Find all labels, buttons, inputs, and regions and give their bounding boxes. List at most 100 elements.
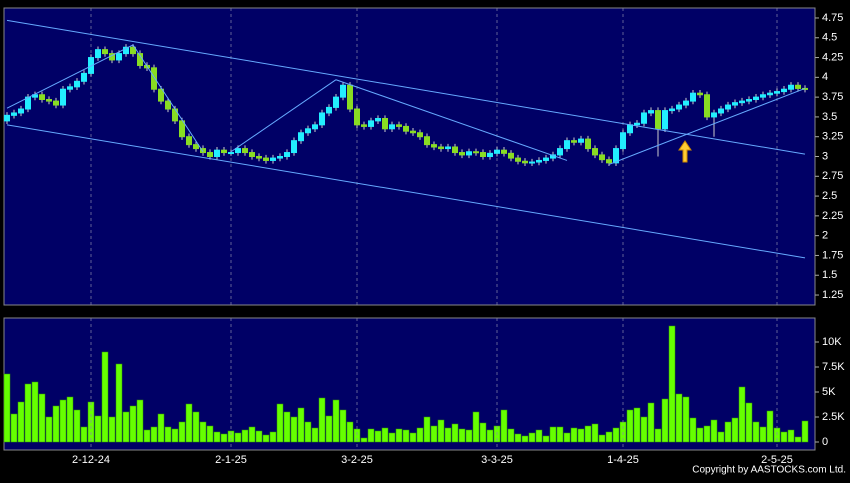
candle-body [753, 96, 759, 101]
volume-bar [66, 396, 74, 443]
candle-body [382, 118, 388, 130]
candle-body [354, 108, 360, 126]
candle-body [795, 84, 801, 89]
volume-bar [661, 398, 669, 443]
volume-bar [297, 407, 305, 443]
candle-body [641, 112, 647, 124]
candle-body [319, 112, 325, 126]
volume-bar [38, 393, 46, 443]
candle-body [179, 120, 185, 138]
x-tick-label: 3-3-25 [481, 454, 513, 466]
candle-body [347, 84, 353, 110]
candle-body [165, 100, 171, 110]
volume-bar [766, 410, 774, 443]
candle-body [704, 94, 710, 118]
candle-body [95, 49, 101, 59]
volume-bar [31, 381, 39, 443]
candle-body [487, 152, 493, 158]
candle-body [543, 157, 549, 161]
candle-body [396, 124, 402, 127]
candle-body [67, 86, 73, 90]
candle-body [739, 100, 745, 104]
volume-bar [528, 432, 536, 443]
x-tick-label: 2-1-25 [215, 454, 247, 466]
volume-bar [738, 386, 746, 443]
volume-bar [633, 407, 641, 443]
candle-body [46, 99, 52, 102]
candle-body [613, 148, 619, 164]
volume-bar [514, 433, 522, 443]
candle-body [263, 157, 269, 161]
candle-body [305, 128, 311, 134]
trend-line [6, 44, 134, 109]
candle-body [298, 132, 304, 142]
x-tick-label: 1-4-25 [607, 454, 639, 466]
volume-bar [171, 428, 179, 443]
candle-body [221, 149, 227, 154]
volume-bar [150, 426, 158, 443]
volume-bar [360, 437, 368, 443]
volume-bar [458, 428, 466, 443]
volume-bar [94, 415, 102, 443]
candle-body [648, 110, 654, 114]
volume-bar [241, 429, 249, 443]
volume-bar [598, 434, 606, 443]
candle-body [522, 160, 528, 164]
candle-body [683, 100, 689, 106]
candle-body [151, 67, 157, 90]
y-tick-label: 3.75 [822, 91, 843, 103]
candle-body [333, 96, 339, 108]
volume-bar [395, 428, 403, 443]
candle-body [669, 108, 675, 112]
volume-bar [675, 393, 683, 443]
candle-body [102, 49, 108, 55]
candle-body [200, 148, 206, 154]
candle-body [18, 108, 24, 114]
candle-body [697, 92, 703, 96]
volume-bar [479, 422, 487, 443]
y-tick-label: 2.75 [822, 170, 843, 182]
candle-body [767, 92, 773, 96]
volume-bar [213, 431, 221, 443]
trend-line [230, 79, 337, 153]
candle-body [781, 88, 787, 93]
volume-bar [325, 415, 333, 443]
candle-body [452, 146, 458, 154]
volume-bar [444, 427, 452, 443]
candle-body [529, 161, 535, 164]
candle-body [746, 99, 752, 102]
candle-body [193, 144, 199, 150]
volume-bar [248, 426, 256, 443]
volume-bar [577, 428, 585, 443]
volume-bar [591, 423, 599, 443]
volume-bar [626, 409, 634, 443]
x-tick-label: 2-5-25 [761, 454, 793, 466]
y-tick-label: 1.25 [822, 289, 843, 301]
y-tick-label: 2 [822, 230, 828, 242]
volume-bar [451, 423, 459, 443]
y-tick-label: 2.25 [822, 210, 843, 222]
candle-body [571, 140, 577, 143]
volume-bar [80, 426, 88, 443]
volume-bar [584, 425, 592, 443]
volume-bar [500, 409, 508, 443]
volume-bar [52, 405, 60, 443]
candle-body [186, 136, 192, 146]
volume-bar [304, 421, 312, 443]
candle-body [277, 156, 283, 159]
volume-bar [346, 421, 354, 443]
volume-bar [101, 351, 109, 443]
x-tick-label: 3-2-25 [341, 454, 373, 466]
volume-bar [199, 421, 207, 443]
candle-body [340, 84, 346, 98]
y-tick-label: 4.25 [822, 51, 843, 63]
volume-bar [801, 420, 809, 443]
volume-bar [563, 432, 571, 443]
candle-body [123, 46, 129, 55]
volume-bar [647, 402, 655, 443]
volume-bar [164, 426, 172, 443]
y-tick-label: 3.5 [822, 111, 837, 123]
volume-bar [535, 429, 543, 443]
candle-body [676, 104, 682, 110]
candle-body [326, 106, 332, 114]
